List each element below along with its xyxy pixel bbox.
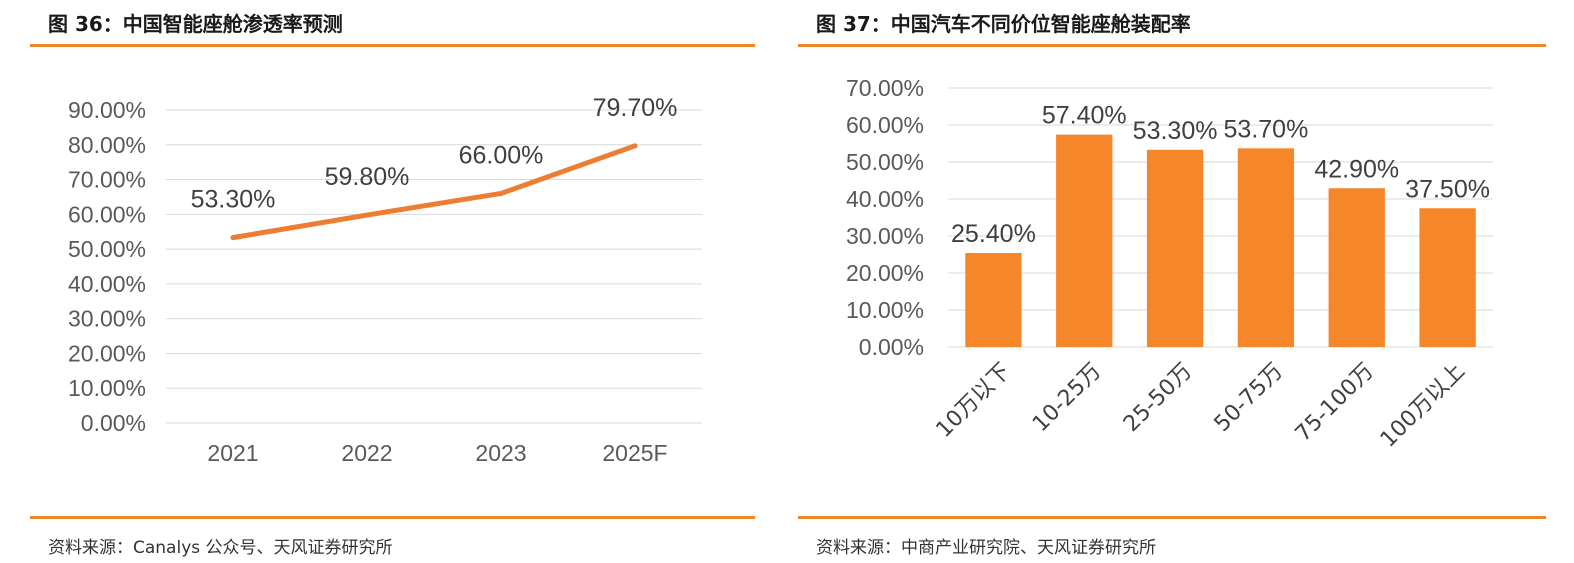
y-tick-label: 90.00%	[68, 97, 146, 123]
figure-36-source: 资料来源：Canalys 公众号、天风证券研究所	[48, 538, 393, 558]
y-tick-label: 70.00%	[846, 75, 924, 101]
data-label: 57.40%	[1042, 102, 1127, 130]
x-tick-label: 2023	[475, 440, 526, 466]
data-label: 66.00%	[459, 141, 544, 169]
data-label: 79.70%	[593, 94, 678, 122]
penetration-series-line	[230, 143, 638, 241]
data-point	[364, 212, 370, 218]
y-tick-label: 40.00%	[846, 186, 924, 212]
data-label: 42.90%	[1314, 155, 1399, 183]
y-tick-label: 40.00%	[68, 271, 146, 297]
data-point	[498, 190, 504, 196]
x-tick-label: 75-100万	[1291, 359, 1379, 447]
data-label: 53.30%	[1133, 117, 1218, 145]
data-label: 37.50%	[1405, 175, 1490, 203]
bar	[965, 253, 1022, 347]
x-tick-label: 10万以下	[932, 359, 1016, 443]
figure-37-top-rule	[798, 44, 1546, 47]
figure-36-top-rule	[30, 44, 755, 47]
y-tick-label: 80.00%	[68, 132, 146, 158]
figure-36-title: 图 36：中国智能座舱渗透率预测	[48, 12, 343, 36]
x-tick-label: 100万以上	[1376, 359, 1470, 453]
y-tick-label: 0.00%	[859, 334, 924, 360]
y-tick-label: 30.00%	[68, 306, 146, 332]
y-tick-label: 30.00%	[846, 223, 924, 249]
figure-37-title: 图 37：中国汽车不同价位智能座舱装配率	[816, 12, 1191, 36]
figure-37-bottom-rule	[798, 516, 1546, 519]
penetration-line-chart: 0.00% 10.00% 20.00% 30.00% 40.00% 50.00% 60.00…	[68, 94, 702, 466]
data-point	[230, 235, 236, 241]
y-tick-label: 10.00%	[846, 297, 924, 323]
fitment-bar-chart: 0.00% 10.00% 20.00% 30.00% 40.00% 50.00% 60.00…	[846, 75, 1493, 453]
y-tick-label: 70.00%	[68, 167, 146, 193]
y-tick-label: 50.00%	[846, 149, 924, 175]
y-tick-label: 50.00%	[68, 236, 146, 262]
bar	[1419, 208, 1476, 347]
x-tick-label: 25-50万	[1119, 359, 1197, 437]
figure-37-source: 资料来源：中商产业研究院、天风证券研究所	[816, 538, 1156, 558]
y-tick-label: 60.00%	[68, 201, 146, 227]
bar	[1328, 188, 1385, 347]
data-label: 59.80%	[325, 163, 410, 191]
y-tick-label: 60.00%	[846, 112, 924, 138]
bar	[1146, 149, 1204, 347]
data-point	[632, 143, 638, 149]
figure-37-panel: 图 37：中国汽车不同价位智能座舱装配率 0.00% 10.00% 20.00% 30…	[798, 0, 1546, 563]
x-tick-label: 2025F	[602, 440, 667, 466]
x-tick-label: 50-75万	[1210, 359, 1288, 437]
data-label: 53.30%	[191, 186, 276, 214]
bar	[1237, 148, 1295, 347]
data-label: 53.70%	[1224, 115, 1309, 143]
figure-36-bottom-rule	[30, 516, 755, 519]
y-tick-label: 20.00%	[846, 260, 924, 286]
figure-36-panel: 图 36：中国智能座舱渗透率预测 0.00% 10.00% 20.00% 30.00%…	[30, 0, 755, 563]
y-tick-label: 10.00%	[68, 375, 146, 401]
x-tick-label: 2021	[207, 440, 258, 466]
x-tick-label: 10-25万	[1028, 359, 1106, 437]
y-tick-label: 0.00%	[81, 410, 146, 436]
y-tick-label: 20.00%	[68, 340, 146, 366]
x-tick-label: 2022	[341, 440, 392, 466]
data-label: 25.40%	[951, 220, 1036, 248]
bar	[1056, 134, 1113, 347]
